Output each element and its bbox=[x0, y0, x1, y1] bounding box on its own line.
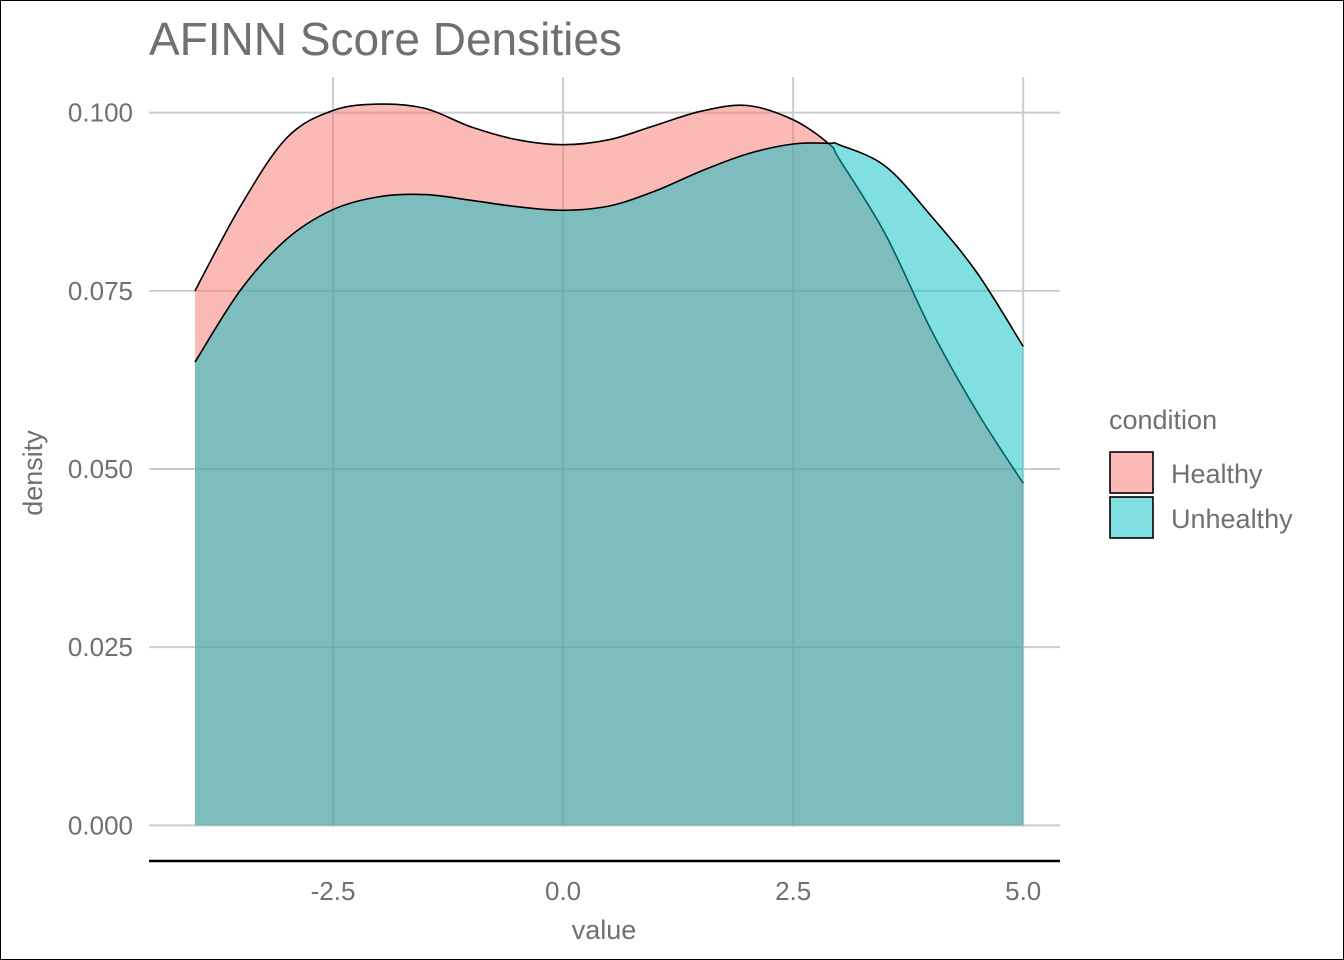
legend-key-unhealthy bbox=[1109, 496, 1154, 539]
density-areas bbox=[194, 103, 1024, 826]
legend-key-healthy bbox=[1109, 451, 1154, 494]
y-tick-label: 0.025 bbox=[68, 632, 133, 662]
density-line-unhealthy bbox=[194, 141, 1024, 363]
legend-label: Unhealthy bbox=[1171, 504, 1293, 534]
y-tick-label: 0.100 bbox=[68, 98, 133, 128]
y-axis-title: density bbox=[18, 430, 48, 516]
y-tick-labels: 0.000 0.025 0.050 0.075 0.100 bbox=[68, 98, 133, 841]
y-tick-label: 0.050 bbox=[68, 454, 133, 484]
legend-item: Healthy bbox=[1109, 451, 1263, 494]
chart-title: AFINN Score Densities bbox=[149, 13, 622, 65]
x-tick-label: 2.5 bbox=[775, 876, 811, 906]
legend: condition Healthy Unhealthy bbox=[1109, 405, 1293, 539]
legend-item: Unhealthy bbox=[1109, 496, 1293, 539]
y-tick-label: 0.075 bbox=[68, 276, 133, 306]
x-tick-label: 5.0 bbox=[1005, 876, 1041, 906]
legend-label: Healthy bbox=[1171, 459, 1263, 489]
y-tick-label: 0.000 bbox=[68, 810, 133, 840]
legend-title: condition bbox=[1109, 405, 1217, 435]
x-tick-label: -2.5 bbox=[311, 876, 356, 906]
density-area-unhealthy bbox=[195, 142, 1024, 826]
x-tick-label: 0.0 bbox=[545, 876, 581, 906]
x-axis-title: value bbox=[572, 915, 637, 945]
x-tick-labels: -2.5 0.0 2.5 5.0 bbox=[311, 876, 1042, 906]
